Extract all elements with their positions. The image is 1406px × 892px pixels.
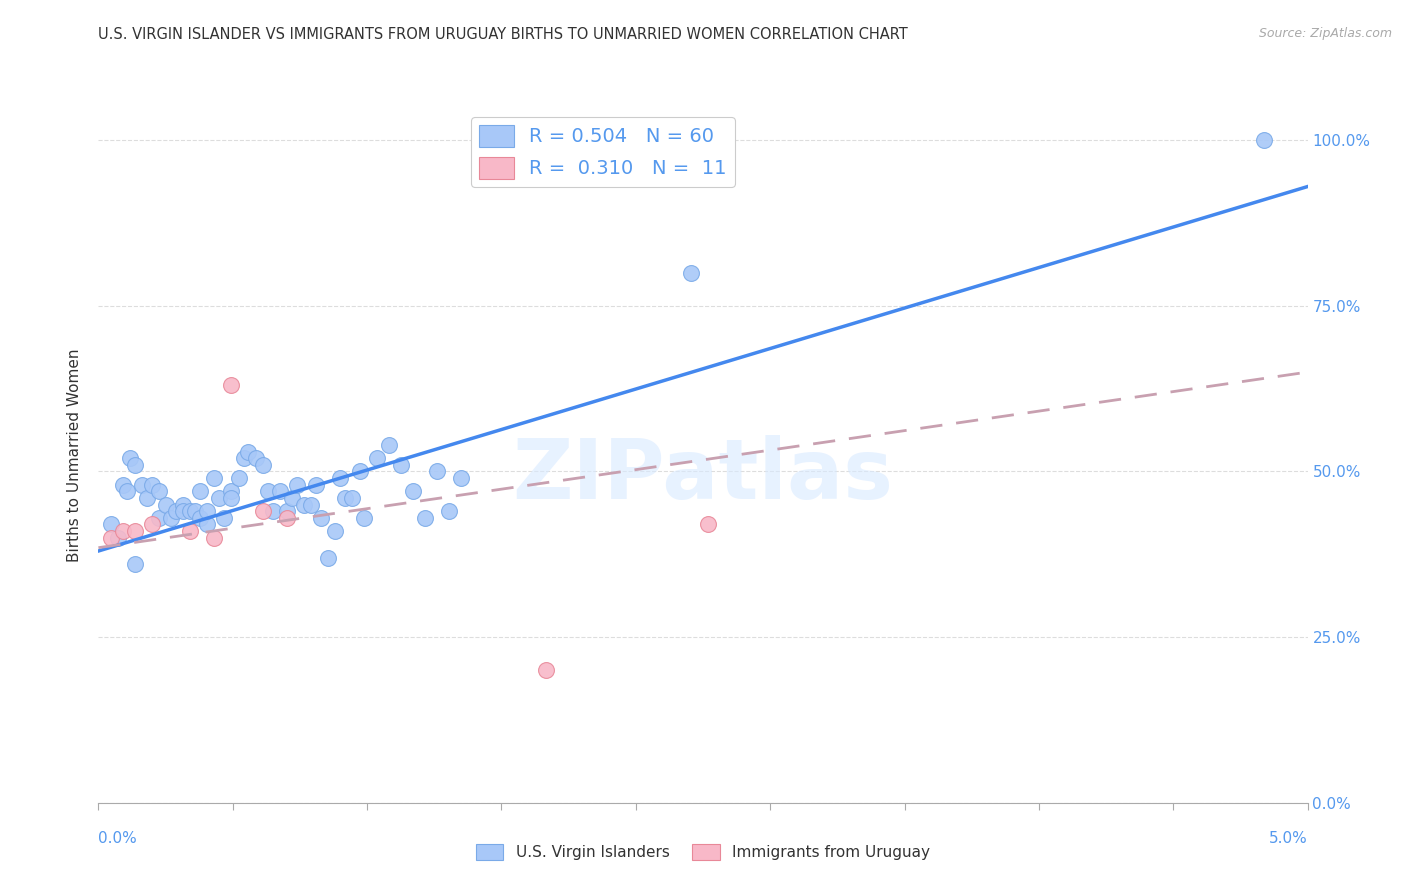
Point: [238, 444, 260, 458]
Point: [316, 550, 339, 565]
Point: [172, 498, 194, 512]
Point: [269, 484, 291, 499]
Point: [366, 451, 388, 466]
Legend: U.S. Virgin Islanders, Immigrants from Uruguay: U.S. Virgin Islanders, Immigrants from U…: [470, 838, 936, 866]
Point: [333, 491, 356, 505]
Point: [204, 471, 226, 485]
Point: [221, 491, 243, 505]
Point: [285, 477, 308, 491]
Point: [188, 511, 211, 525]
Point: [252, 458, 274, 472]
Point: [329, 471, 352, 485]
Point: [117, 484, 139, 499]
Point: [148, 484, 170, 499]
Point: [111, 477, 134, 491]
Point: [252, 504, 274, 518]
Text: U.S. VIRGIN ISLANDER VS IMMIGRANTS FROM URUGUAY BIRTHS TO UNMARRIED WOMEN CORREL: U.S. VIRGIN ISLANDER VS IMMIGRANTS FROM …: [98, 27, 908, 42]
Point: [1253, 133, 1275, 147]
Point: [679, 266, 702, 280]
Point: [221, 378, 243, 392]
Y-axis label: Births to Unmarried Women: Births to Unmarried Women: [67, 348, 83, 562]
Point: [534, 663, 557, 677]
Point: [299, 498, 322, 512]
Point: [696, 517, 718, 532]
Point: [100, 531, 122, 545]
Point: [437, 504, 460, 518]
Point: [188, 484, 211, 499]
Text: Source: ZipAtlas.com: Source: ZipAtlas.com: [1258, 27, 1392, 40]
Point: [349, 465, 371, 479]
Point: [155, 498, 177, 512]
Point: [172, 504, 194, 518]
Text: 0.0%: 0.0%: [98, 830, 138, 846]
Point: [281, 491, 304, 505]
Text: ZIPatlas: ZIPatlas: [513, 435, 893, 516]
Point: [135, 491, 157, 505]
Point: [131, 477, 153, 491]
Text: 5.0%: 5.0%: [1268, 830, 1308, 846]
Point: [305, 477, 328, 491]
Point: [309, 511, 332, 525]
Point: [148, 511, 170, 525]
Point: [141, 517, 163, 532]
Point: [100, 517, 122, 532]
Point: [245, 451, 267, 466]
Point: [208, 491, 231, 505]
Point: [118, 451, 141, 466]
Point: [256, 484, 278, 499]
Point: [353, 511, 375, 525]
Point: [195, 504, 218, 518]
Point: [124, 524, 146, 538]
Point: [141, 477, 163, 491]
Point: [212, 511, 235, 525]
Point: [389, 458, 412, 472]
Point: [160, 511, 183, 525]
Point: [342, 491, 364, 505]
Point: [232, 451, 254, 466]
Point: [179, 524, 201, 538]
Point: [184, 504, 207, 518]
Point: [426, 465, 449, 479]
Point: [124, 458, 146, 472]
Point: [221, 484, 243, 499]
Legend: R = 0.504   N = 60, R =  0.310   N =  11: R = 0.504 N = 60, R = 0.310 N = 11: [471, 117, 734, 187]
Point: [262, 504, 284, 518]
Point: [402, 484, 425, 499]
Point: [413, 511, 436, 525]
Point: [325, 524, 347, 538]
Point: [111, 524, 134, 538]
Point: [228, 471, 250, 485]
Point: [276, 504, 298, 518]
Point: [195, 517, 218, 532]
Point: [165, 504, 187, 518]
Point: [179, 504, 201, 518]
Point: [377, 438, 399, 452]
Point: [204, 531, 226, 545]
Point: [450, 471, 472, 485]
Point: [292, 498, 315, 512]
Point: [107, 531, 129, 545]
Point: [276, 511, 298, 525]
Point: [124, 558, 146, 572]
